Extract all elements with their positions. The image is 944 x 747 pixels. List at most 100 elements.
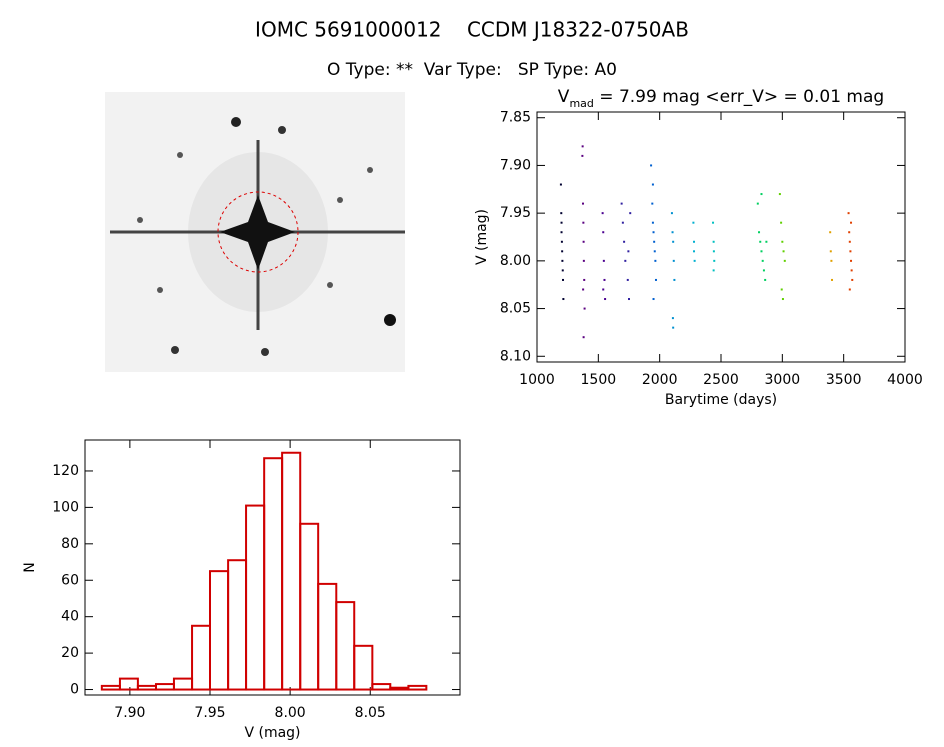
point bbox=[581, 154, 584, 157]
point bbox=[582, 336, 585, 339]
point bbox=[621, 221, 624, 224]
point bbox=[651, 202, 654, 205]
point bbox=[831, 278, 834, 281]
point bbox=[693, 250, 696, 253]
star bbox=[278, 126, 286, 134]
point bbox=[560, 212, 563, 215]
point bbox=[847, 212, 850, 215]
point bbox=[758, 231, 761, 234]
y-axis-label: V (mag) bbox=[474, 209, 490, 265]
bar bbox=[335, 601, 356, 691]
point bbox=[562, 278, 565, 281]
page-subtitle: O Type: ** Var Type: SP Type: A0 bbox=[327, 60, 617, 80]
bright-star bbox=[220, 195, 295, 270]
y-tick-label: 7.85 bbox=[500, 110, 531, 126]
y-tick-label: 8.10 bbox=[500, 348, 531, 364]
star-image bbox=[105, 92, 405, 372]
point bbox=[624, 259, 627, 262]
bar bbox=[100, 684, 121, 691]
y-tick-label: 7.90 bbox=[500, 157, 531, 173]
bar bbox=[263, 457, 284, 691]
star bbox=[384, 314, 396, 326]
point bbox=[780, 221, 783, 224]
bar bbox=[389, 686, 410, 691]
point bbox=[603, 278, 606, 281]
point bbox=[652, 298, 655, 301]
point bbox=[562, 298, 565, 301]
y-axis-label: N bbox=[22, 562, 38, 572]
plot-frame bbox=[536, 111, 906, 363]
point bbox=[651, 221, 654, 224]
title-part: = 7.99 mag <err_V> = 0.01 mag bbox=[594, 87, 884, 107]
x-tick-label: 3000 bbox=[765, 372, 801, 388]
plot-frame bbox=[84, 439, 461, 696]
point bbox=[851, 278, 854, 281]
point bbox=[628, 298, 630, 301]
point bbox=[583, 307, 586, 310]
point bbox=[671, 317, 674, 320]
x-tick-label: 2500 bbox=[703, 372, 739, 388]
point bbox=[783, 259, 786, 262]
point bbox=[830, 259, 833, 262]
bar bbox=[281, 451, 302, 691]
point bbox=[581, 145, 584, 148]
point bbox=[651, 183, 654, 186]
y-tick-label: 20 bbox=[61, 645, 79, 661]
y-tick-label: 0 bbox=[70, 682, 79, 698]
point bbox=[670, 212, 673, 215]
point bbox=[653, 250, 656, 253]
point bbox=[693, 259, 696, 262]
point bbox=[623, 240, 626, 243]
point bbox=[765, 240, 768, 243]
point bbox=[850, 221, 853, 224]
point bbox=[626, 278, 629, 281]
point bbox=[560, 240, 563, 243]
point bbox=[582, 221, 585, 224]
point bbox=[560, 231, 563, 234]
point bbox=[672, 326, 675, 329]
point bbox=[583, 278, 586, 281]
point bbox=[627, 250, 630, 253]
star bbox=[231, 117, 241, 127]
point bbox=[582, 288, 585, 291]
point bbox=[561, 250, 564, 253]
star bbox=[327, 282, 333, 288]
y-tick-label: 40 bbox=[61, 609, 79, 625]
point bbox=[693, 240, 696, 243]
point bbox=[850, 259, 853, 262]
star bbox=[177, 152, 183, 158]
point bbox=[760, 250, 763, 253]
point bbox=[582, 202, 584, 205]
point bbox=[672, 240, 675, 243]
bar bbox=[317, 582, 338, 691]
point bbox=[756, 202, 759, 205]
point bbox=[692, 221, 695, 224]
point bbox=[582, 259, 585, 262]
point bbox=[760, 193, 763, 196]
point bbox=[602, 288, 605, 291]
point bbox=[712, 269, 715, 272]
star bbox=[171, 346, 179, 354]
point bbox=[653, 240, 656, 243]
y-tick-label: 60 bbox=[61, 572, 79, 588]
point bbox=[848, 231, 851, 234]
bar bbox=[136, 684, 157, 691]
point bbox=[673, 278, 676, 281]
point bbox=[559, 183, 562, 186]
x-axis-label: Barytime (days) bbox=[665, 392, 777, 408]
bar bbox=[172, 677, 194, 691]
point bbox=[672, 259, 675, 262]
point bbox=[759, 240, 762, 243]
bar bbox=[154, 683, 175, 691]
x-axis-label: V (mag) bbox=[244, 725, 300, 741]
star bbox=[337, 197, 343, 203]
x-tick-label: 1000 bbox=[519, 372, 555, 388]
point bbox=[602, 259, 605, 262]
x-tick-label: 4000 bbox=[887, 372, 923, 388]
point bbox=[762, 269, 765, 272]
point bbox=[850, 269, 853, 272]
y-tick-label: 8.05 bbox=[500, 301, 531, 317]
point bbox=[561, 259, 564, 262]
star bbox=[367, 167, 373, 173]
bar bbox=[118, 677, 139, 691]
